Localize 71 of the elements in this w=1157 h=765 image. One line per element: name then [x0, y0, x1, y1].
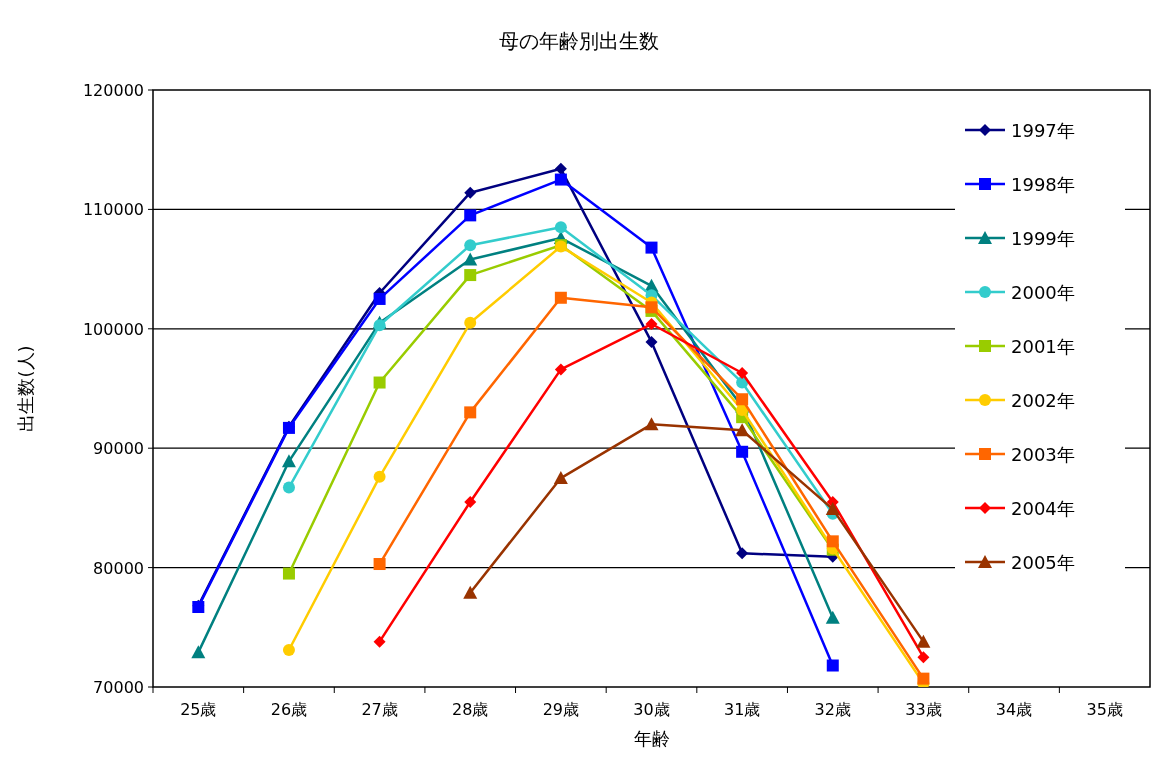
- point: [464, 406, 477, 419]
- point: [736, 393, 749, 406]
- y-axis-title: 出生数(人): [15, 345, 36, 432]
- point: [554, 173, 567, 186]
- x-tick-label: 34歳: [995, 700, 1033, 719]
- point: [373, 558, 386, 571]
- point: [735, 423, 750, 437]
- point: [917, 651, 930, 664]
- point: [373, 319, 386, 332]
- x-tick-label: 26歳: [270, 700, 308, 719]
- point: [825, 610, 840, 624]
- x-tick-label: 27歳: [361, 700, 398, 719]
- point: [463, 252, 478, 266]
- point: [464, 186, 477, 199]
- point: [282, 643, 295, 656]
- legend-label: 1998年: [1011, 174, 1075, 195]
- x-tick-label: 32歳: [814, 700, 851, 719]
- point: [645, 241, 658, 254]
- point: [554, 162, 567, 175]
- point: [645, 318, 658, 331]
- x-tick-label: 35歳: [1086, 700, 1123, 719]
- legend-label: 2001年: [1011, 336, 1075, 357]
- point: [463, 585, 478, 599]
- point: [825, 502, 840, 516]
- y-tick-label: 80000: [93, 558, 144, 578]
- legend-label: 1999年: [1011, 228, 1075, 249]
- point: [916, 634, 931, 648]
- point: [373, 470, 386, 483]
- point: [281, 454, 296, 468]
- point: [736, 547, 749, 560]
- point: [554, 363, 567, 376]
- y-tick-label: 120000: [82, 81, 144, 100]
- y-tick-label: 70000: [93, 678, 144, 697]
- point: [282, 567, 295, 580]
- legend-label: 2003年: [1011, 444, 1075, 465]
- point: [553, 471, 568, 485]
- y-tick-label: 90000: [93, 439, 144, 459]
- legend-label: 2002年: [1011, 390, 1075, 411]
- point: [282, 481, 295, 494]
- legend-label: 2005年: [1011, 552, 1075, 573]
- point: [645, 335, 658, 348]
- legend-label: 1997年: [1011, 120, 1075, 141]
- x-tick-label: 28歳: [452, 700, 489, 719]
- point: [736, 445, 749, 458]
- point: [736, 366, 749, 379]
- point: [373, 635, 386, 648]
- x-tick-label: 33歳: [905, 700, 942, 719]
- point: [554, 291, 567, 304]
- y-tick-label: 100000: [82, 319, 144, 339]
- point: [464, 209, 477, 222]
- point: [644, 417, 659, 431]
- point: [191, 645, 206, 659]
- legend-label: 2004年: [1011, 498, 1075, 519]
- point: [554, 221, 567, 234]
- x-tick-label: 25歳: [180, 700, 217, 719]
- chart-title: 母の年齢別出生数: [498, 29, 659, 53]
- point: [373, 292, 386, 305]
- legend-label: 2000年: [1011, 282, 1075, 303]
- x-tick-label: 29歳: [542, 700, 580, 719]
- point: [464, 316, 477, 329]
- point: [373, 376, 386, 389]
- point: [464, 239, 477, 252]
- point: [464, 495, 477, 508]
- x-tick-label: 31歳: [723, 700, 761, 719]
- point: [464, 269, 477, 282]
- point: [917, 672, 930, 685]
- x-tick-label: 30歳: [633, 700, 670, 719]
- point: [826, 659, 839, 672]
- x-axis-title: 年齢: [633, 728, 670, 749]
- point: [826, 535, 839, 548]
- y-tick-label: 110000: [82, 200, 144, 220]
